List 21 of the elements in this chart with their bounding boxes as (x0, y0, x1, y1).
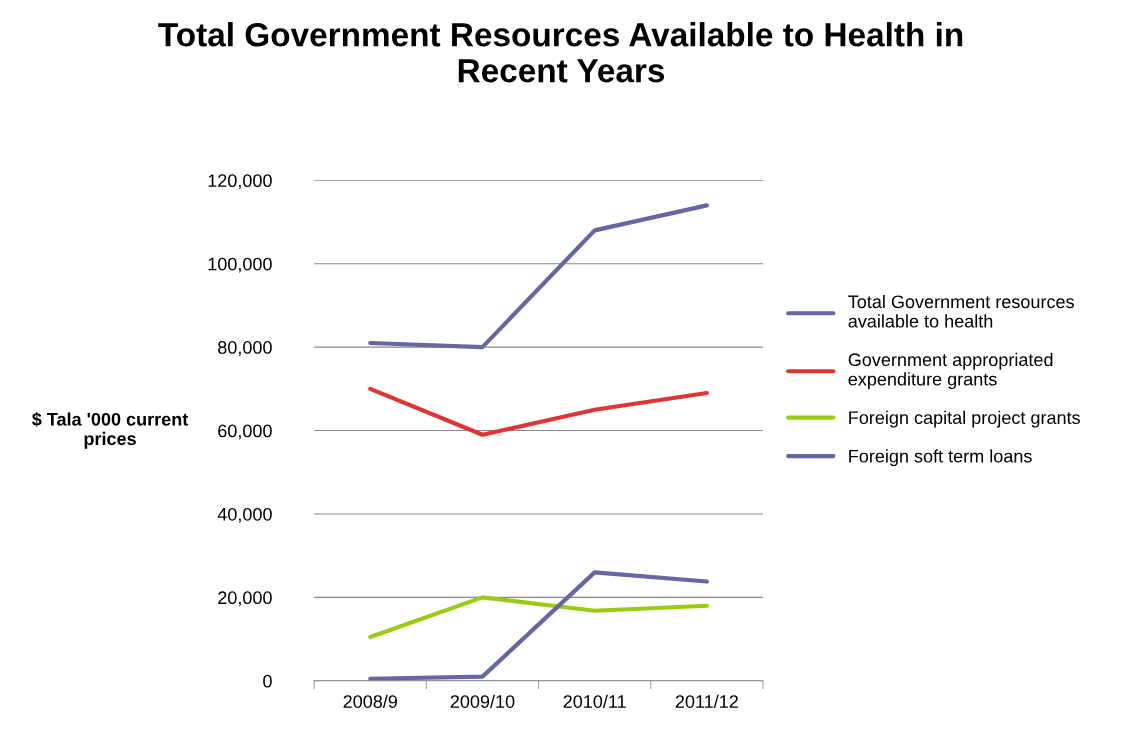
line-series (368, 203, 709, 350)
legend-label: Government appropriated expenditure grants (848, 352, 1053, 390)
y-tick-label: 120,000 (208, 174, 272, 190)
y-tick-label: 80,000 (218, 341, 272, 356)
line-series (368, 570, 709, 681)
x-tick-label: 2009/10 (450, 694, 515, 708)
line-series (368, 386, 709, 437)
legend-label: Foreign capital project grants (849, 410, 1080, 428)
y-tick-label: 0 (263, 674, 272, 688)
y-axis-title: $ Tala '000 current prices (32, 412, 189, 449)
chart-title: Total Government Resources Available to Health in Recent Years (158, 22, 963, 83)
y-tick-label: 40,000 (217, 507, 272, 523)
x-tick-label: 2011/12 (675, 694, 738, 708)
legend-label: Total Government resources available to health (848, 294, 1074, 328)
y-tick-label: 100,000 (208, 257, 272, 273)
y-tick-label: 20,000 (218, 591, 272, 607)
y-tick-label: 60,000 (218, 424, 272, 440)
x-tick-label: 2010/11 (563, 694, 626, 708)
x-tick-label: 2008/9 (343, 694, 398, 708)
legend-label: Foreign soft term loans (849, 449, 1032, 467)
line-series (368, 595, 709, 640)
